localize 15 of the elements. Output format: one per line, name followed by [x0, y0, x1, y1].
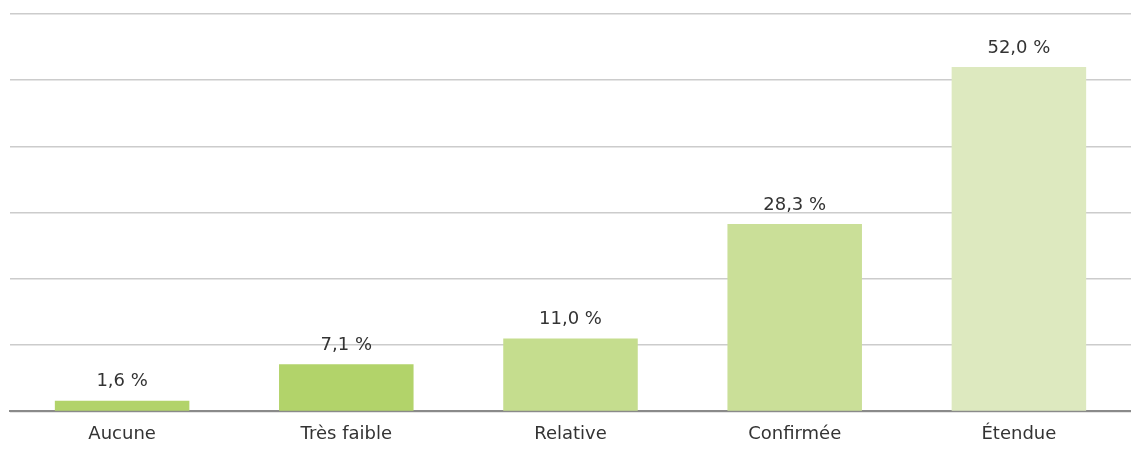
x-tick-label: Étendue — [981, 421, 1057, 443]
data-label: 11,0 % — [539, 307, 602, 329]
bar — [727, 223, 862, 411]
data-label: 1,6 % — [96, 369, 148, 391]
x-tick-label: Aucune — [88, 421, 156, 443]
bar — [54, 400, 190, 411]
bar — [279, 364, 414, 411]
bar — [951, 66, 1087, 411]
x-tick-label: Relative — [534, 421, 607, 443]
bar — [503, 338, 638, 411]
x-tick-label: Confirmée — [748, 421, 842, 443]
data-label: 7,1 % — [320, 333, 373, 355]
data-label: 52,0 % — [987, 35, 1051, 57]
data-label: 28,3 % — [763, 192, 827, 214]
x-tick-label: Très faible — [299, 421, 392, 443]
